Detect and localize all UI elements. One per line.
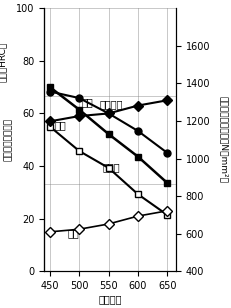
X-axis label: 焰戻温度: 焰戻温度 bbox=[98, 294, 121, 304]
Text: 伸び: 伸び bbox=[67, 228, 79, 238]
Text: 降伏点: 降伏点 bbox=[102, 162, 119, 172]
Y-axis label: 引張強さ・降伏点（N・mm²）: 引張強さ・降伏点（N・mm²） bbox=[218, 96, 227, 183]
Text: 引張強さ: 引張強さ bbox=[99, 99, 122, 109]
Text: 絞り: 絞り bbox=[54, 120, 66, 130]
Text: 硬さ: 硬さ bbox=[81, 97, 92, 107]
Text: 硬さ（HRC）: 硬さ（HRC） bbox=[0, 42, 7, 82]
Y-axis label: 伸び・絞り（％）: 伸び・絞り（％） bbox=[4, 118, 13, 161]
